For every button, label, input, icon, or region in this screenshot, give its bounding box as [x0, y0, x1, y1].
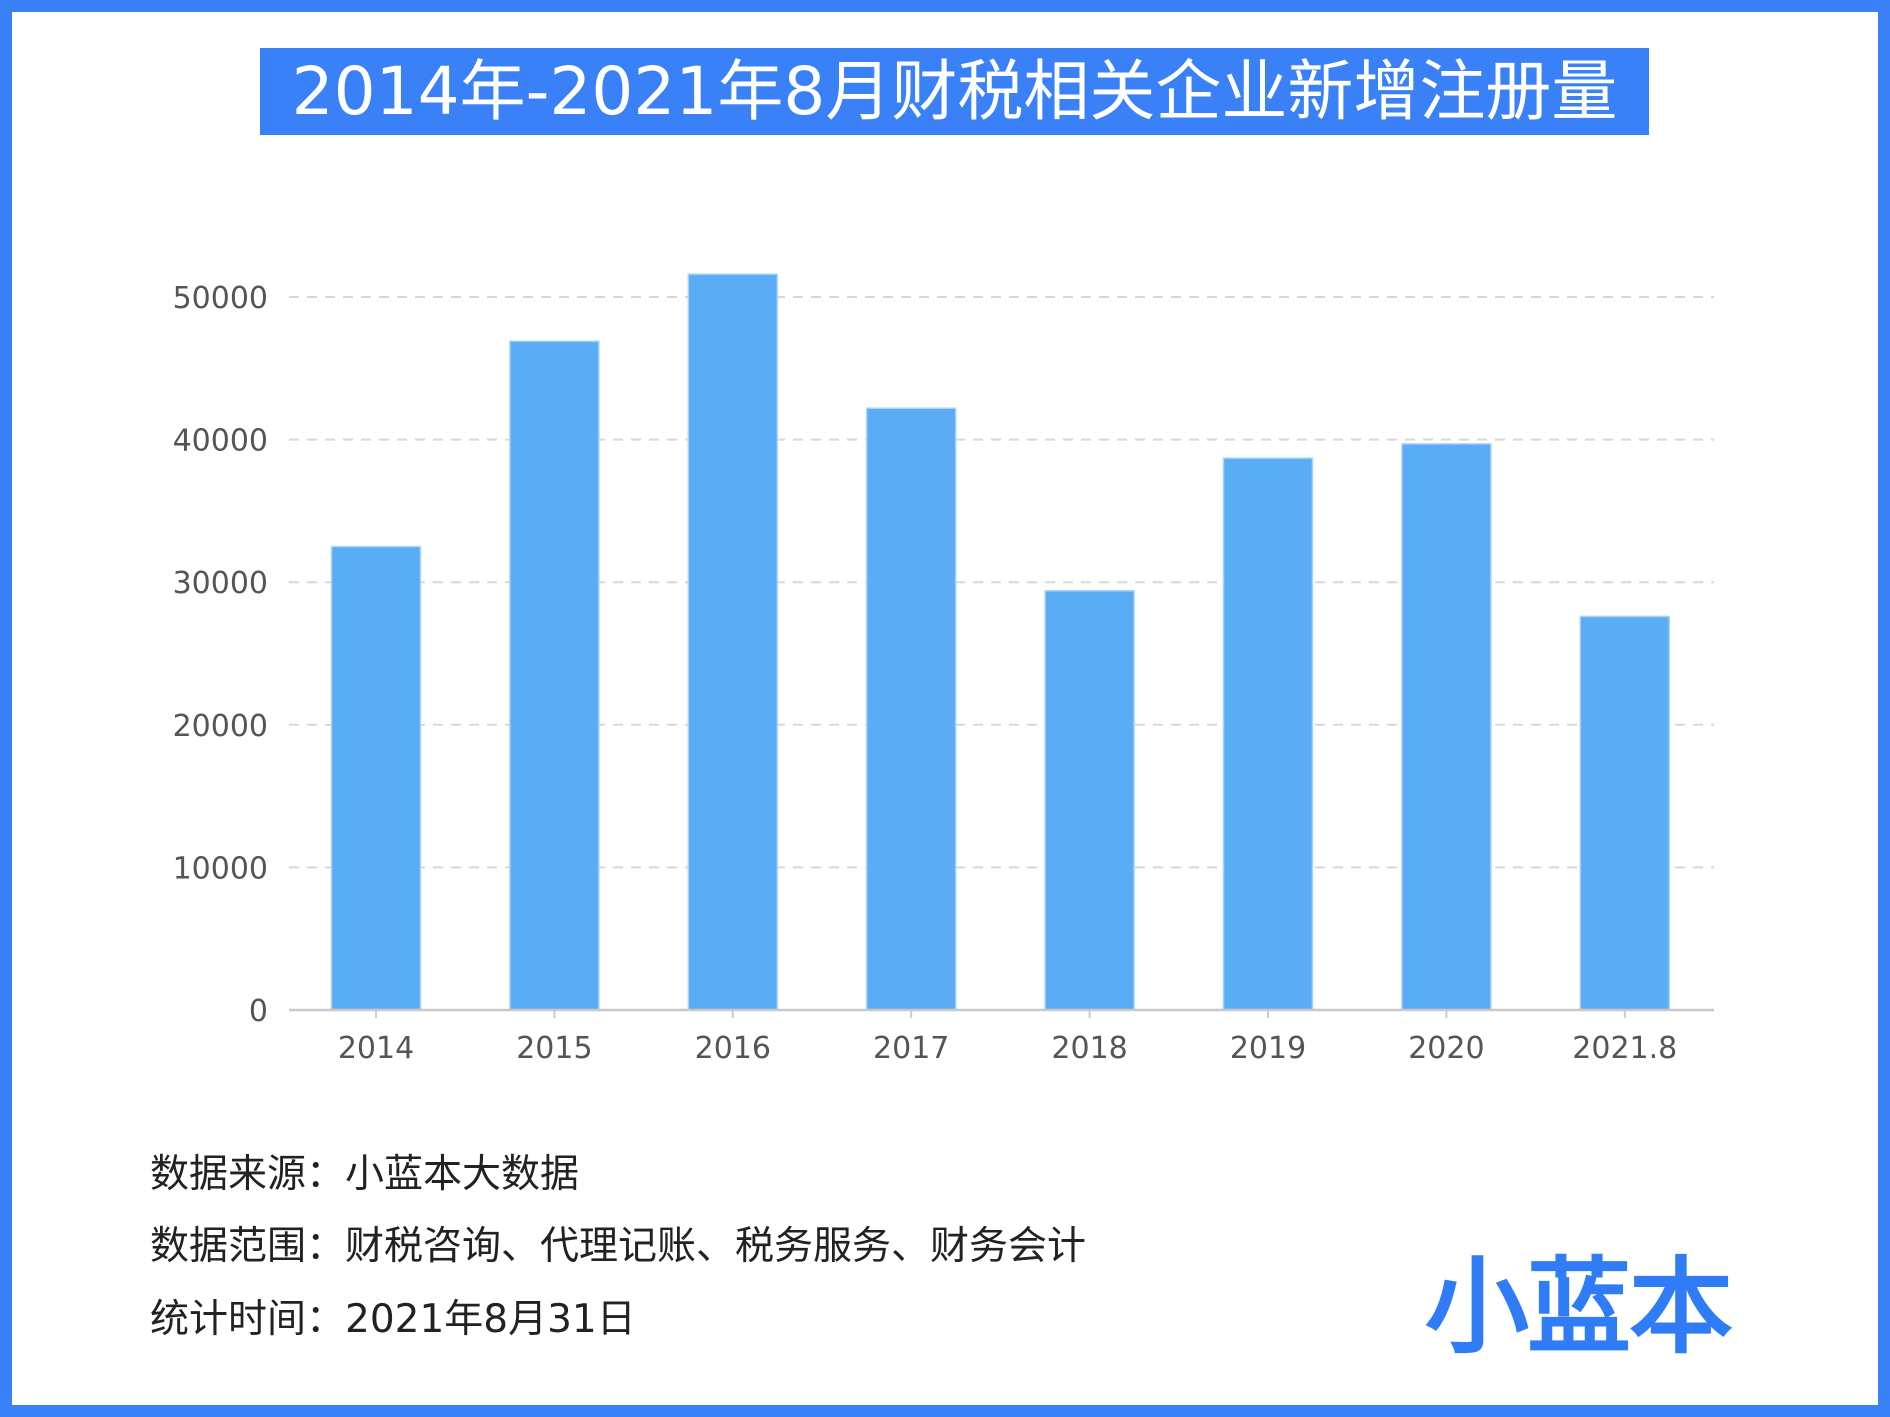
data-source: 数据来源：小蓝本大数据 — [150, 1152, 580, 1197]
y-tick-label: 50000 — [173, 281, 268, 316]
x-tick-label: 2018 — [1051, 1031, 1127, 1066]
bar-2020 — [1401, 443, 1492, 1011]
chart-title: 2014年-2021年8月财税相关企业新增注册量 — [260, 48, 1649, 135]
stat-date: 统计时间：2021年8月31日 — [150, 1297, 636, 1342]
x-tick-label: 2019 — [1230, 1031, 1306, 1066]
bar-2021.8 — [1579, 615, 1671, 1011]
bar-2016 — [687, 273, 779, 1011]
data-scope: 数据范围：财税咨询、代理记账、税务服务、财务会计 — [150, 1224, 1087, 1269]
bar-2018 — [1044, 590, 1135, 1011]
bar-2014 — [330, 545, 422, 1011]
y-tick-label: 0 — [249, 994, 268, 1029]
bar-2019 — [1222, 457, 1314, 1011]
x-tick-label: 2015 — [516, 1031, 592, 1066]
y-tick-label: 40000 — [173, 424, 268, 459]
x-tick-label: 2017 — [873, 1031, 949, 1066]
y-tick-label: 10000 — [173, 851, 268, 886]
x-tick-label: 2014 — [338, 1031, 414, 1066]
y-tick-label: 30000 — [173, 566, 268, 601]
x-tick-label: 2021.8 — [1572, 1031, 1677, 1066]
y-tick-label: 20000 — [173, 709, 268, 744]
bar-2015 — [509, 340, 600, 1011]
x-tick-label: 2020 — [1408, 1031, 1484, 1066]
bar-2017 — [865, 407, 957, 1011]
x-tick-label: 2016 — [695, 1031, 771, 1066]
logo: 小蓝本 — [1425, 1246, 1733, 1368]
